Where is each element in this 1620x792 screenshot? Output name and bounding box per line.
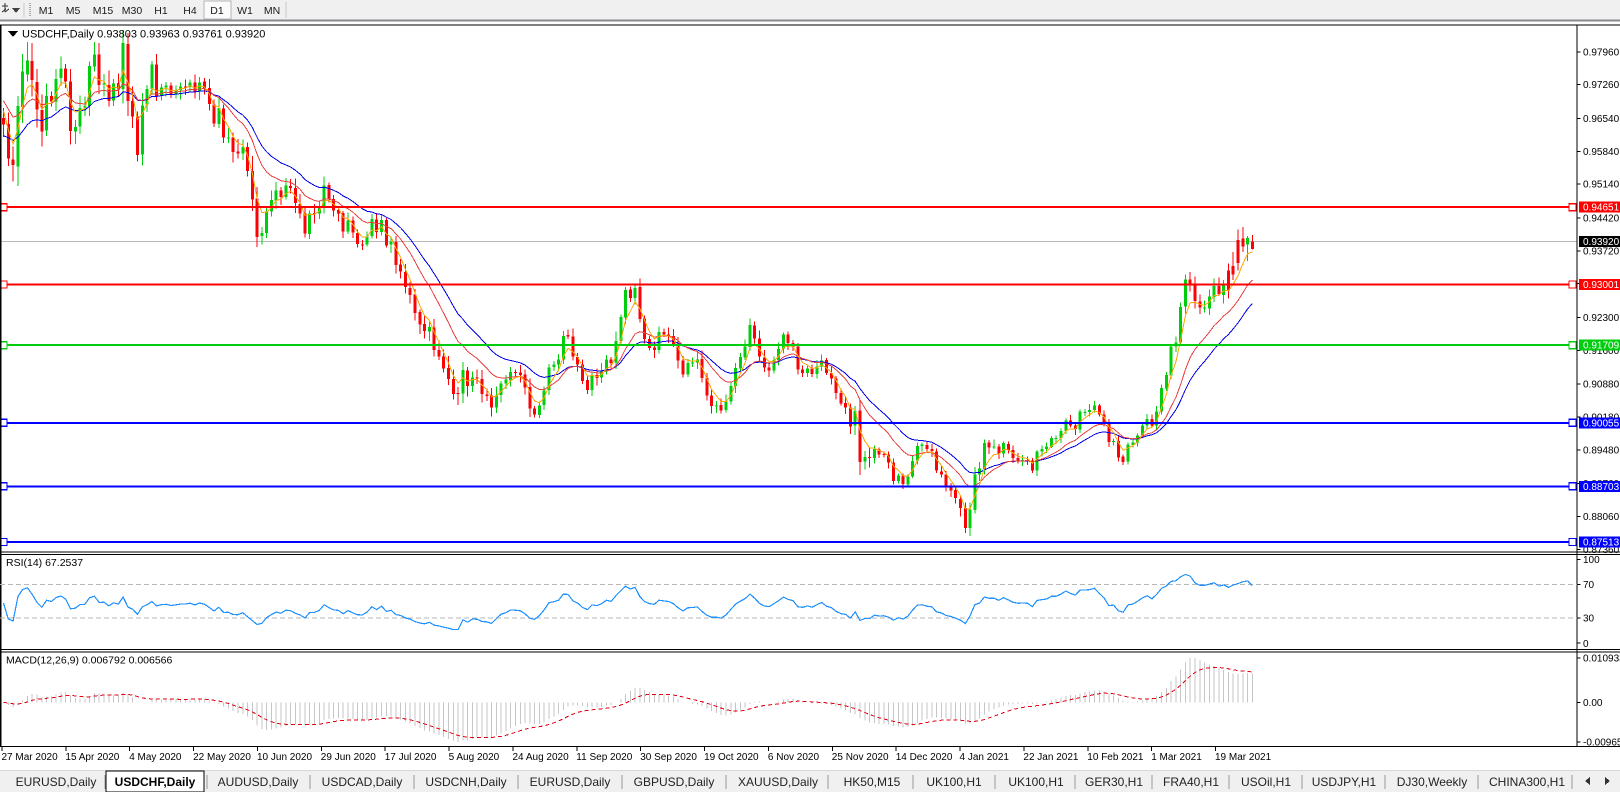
svg-text:MN: MN: [264, 5, 280, 17]
svg-text:UK100,H1: UK100,H1: [1008, 775, 1064, 789]
svg-text:24 Aug 2020: 24 Aug 2020: [513, 752, 570, 763]
svg-text:0.97960: 0.97960: [1583, 47, 1620, 58]
svg-text:11 Sep 2020: 11 Sep 2020: [576, 752, 632, 763]
svg-text:USDJPY,H1: USDJPY,H1: [1312, 775, 1377, 789]
svg-text:30 Sep 2020: 30 Sep 2020: [640, 752, 697, 763]
svg-text:USOil,H1: USOil,H1: [1241, 775, 1291, 789]
svg-text:19 Mar 2021: 19 Mar 2021: [1215, 752, 1272, 763]
svg-text:15 Apr 2020: 15 Apr 2020: [65, 752, 119, 763]
svg-text:H4: H4: [183, 5, 197, 17]
svg-text:0.93920: 0.93920: [1583, 237, 1620, 248]
svg-text:FRA40,H1: FRA40,H1: [1163, 775, 1219, 789]
svg-text:USDCHF,Daily: USDCHF,Daily: [115, 775, 196, 789]
svg-text:USDCHF,Daily 0.93803 0.93963: USDCHF,Daily 0.93803 0.93963 0.93761 0.9…: [22, 29, 265, 41]
svg-text:10 Feb 2021: 10 Feb 2021: [1087, 752, 1144, 763]
svg-text:19 Oct 2020: 19 Oct 2020: [704, 752, 759, 763]
svg-text:0.91600: 0.91600: [1583, 346, 1620, 357]
svg-text:0.96540: 0.96540: [1583, 114, 1620, 125]
svg-text:0: 0: [1583, 639, 1589, 650]
svg-text:H1: H1: [154, 5, 168, 17]
svg-text:0.88060: 0.88060: [1583, 512, 1620, 523]
svg-text:DJ30,Weekly: DJ30,Weekly: [1397, 775, 1467, 789]
svg-text:25 Nov 2020: 25 Nov 2020: [832, 752, 889, 763]
svg-text:0.90880: 0.90880: [1583, 380, 1620, 391]
svg-text:0.87513: 0.87513: [1583, 538, 1620, 549]
svg-text:CHINA300,H1: CHINA300,H1: [1489, 775, 1565, 789]
svg-text:USDCAD,Daily: USDCAD,Daily: [322, 775, 403, 789]
svg-text:0.93001: 0.93001: [1583, 280, 1620, 291]
svg-text:0.95140: 0.95140: [1583, 180, 1620, 191]
svg-text:5 Aug 2020: 5 Aug 2020: [449, 752, 500, 763]
svg-text:22 Jan 2021: 22 Jan 2021: [1023, 752, 1078, 763]
svg-text:HK50,M15: HK50,M15: [844, 775, 901, 789]
svg-text:0.97260: 0.97260: [1583, 80, 1620, 91]
svg-text:17 Jul 2020: 17 Jul 2020: [385, 752, 437, 763]
svg-text:M15: M15: [93, 5, 114, 17]
svg-text:0.92300: 0.92300: [1583, 313, 1620, 324]
svg-text:MACD(12,26,9) 0.006792 0.00656: MACD(12,26,9) 0.006792 0.006566: [6, 655, 173, 667]
svg-text:0.94651: 0.94651: [1583, 203, 1620, 214]
svg-text:0.89480: 0.89480: [1583, 445, 1620, 456]
svg-text:100: 100: [1583, 555, 1600, 566]
svg-text:0.95840: 0.95840: [1583, 147, 1620, 158]
svg-text:M1: M1: [39, 5, 54, 17]
svg-text:70: 70: [1583, 580, 1595, 591]
svg-text:EURUSD,Daily: EURUSD,Daily: [530, 775, 611, 789]
svg-text:4 May 2020: 4 May 2020: [129, 752, 182, 763]
svg-text:0.88703: 0.88703: [1583, 482, 1620, 493]
svg-text:D1: D1: [210, 5, 224, 17]
svg-text:10 Jun 2020: 10 Jun 2020: [257, 752, 312, 763]
svg-text:RSI(14) 67.2537: RSI(14) 67.2537: [6, 557, 83, 569]
svg-text:W1: W1: [237, 5, 253, 17]
svg-text:0.94420: 0.94420: [1583, 214, 1620, 225]
svg-text:0.00: 0.00: [1583, 698, 1603, 709]
svg-text:4 Jan 2021: 4 Jan 2021: [960, 752, 1010, 763]
svg-text:AUDUSD,Daily: AUDUSD,Daily: [218, 775, 299, 789]
svg-text:XAUUSD,Daily: XAUUSD,Daily: [738, 775, 818, 789]
svg-text:27 Mar 2020: 27 Mar 2020: [2, 752, 59, 763]
svg-text:14 Dec 2020: 14 Dec 2020: [896, 752, 953, 763]
svg-text:GER30,H1: GER30,H1: [1085, 775, 1143, 789]
svg-text:0.91709: 0.91709: [1583, 341, 1620, 352]
svg-text:29 Jun 2020: 29 Jun 2020: [321, 752, 376, 763]
svg-text:M5: M5: [66, 5, 81, 17]
svg-text:-0.009653: -0.009653: [1583, 737, 1620, 748]
svg-text:0.93720: 0.93720: [1583, 246, 1620, 257]
svg-text:30: 30: [1583, 614, 1595, 625]
svg-text:0.90055: 0.90055: [1583, 418, 1620, 429]
svg-text:USDCNH,Daily: USDCNH,Daily: [425, 775, 506, 789]
svg-text:0.010933: 0.010933: [1583, 653, 1620, 664]
svg-text:6 Nov 2020: 6 Nov 2020: [768, 752, 820, 763]
svg-text:1 Mar 2021: 1 Mar 2021: [1151, 752, 1202, 763]
svg-text:EURUSD,Daily: EURUSD,Daily: [16, 775, 97, 789]
svg-text:0.87360: 0.87360: [1583, 545, 1620, 556]
svg-text:22 May 2020: 22 May 2020: [193, 752, 251, 763]
svg-text:GBPUSD,Daily: GBPUSD,Daily: [634, 775, 715, 789]
svg-text:M30: M30: [122, 5, 143, 17]
svg-text:UK100,H1: UK100,H1: [926, 775, 982, 789]
